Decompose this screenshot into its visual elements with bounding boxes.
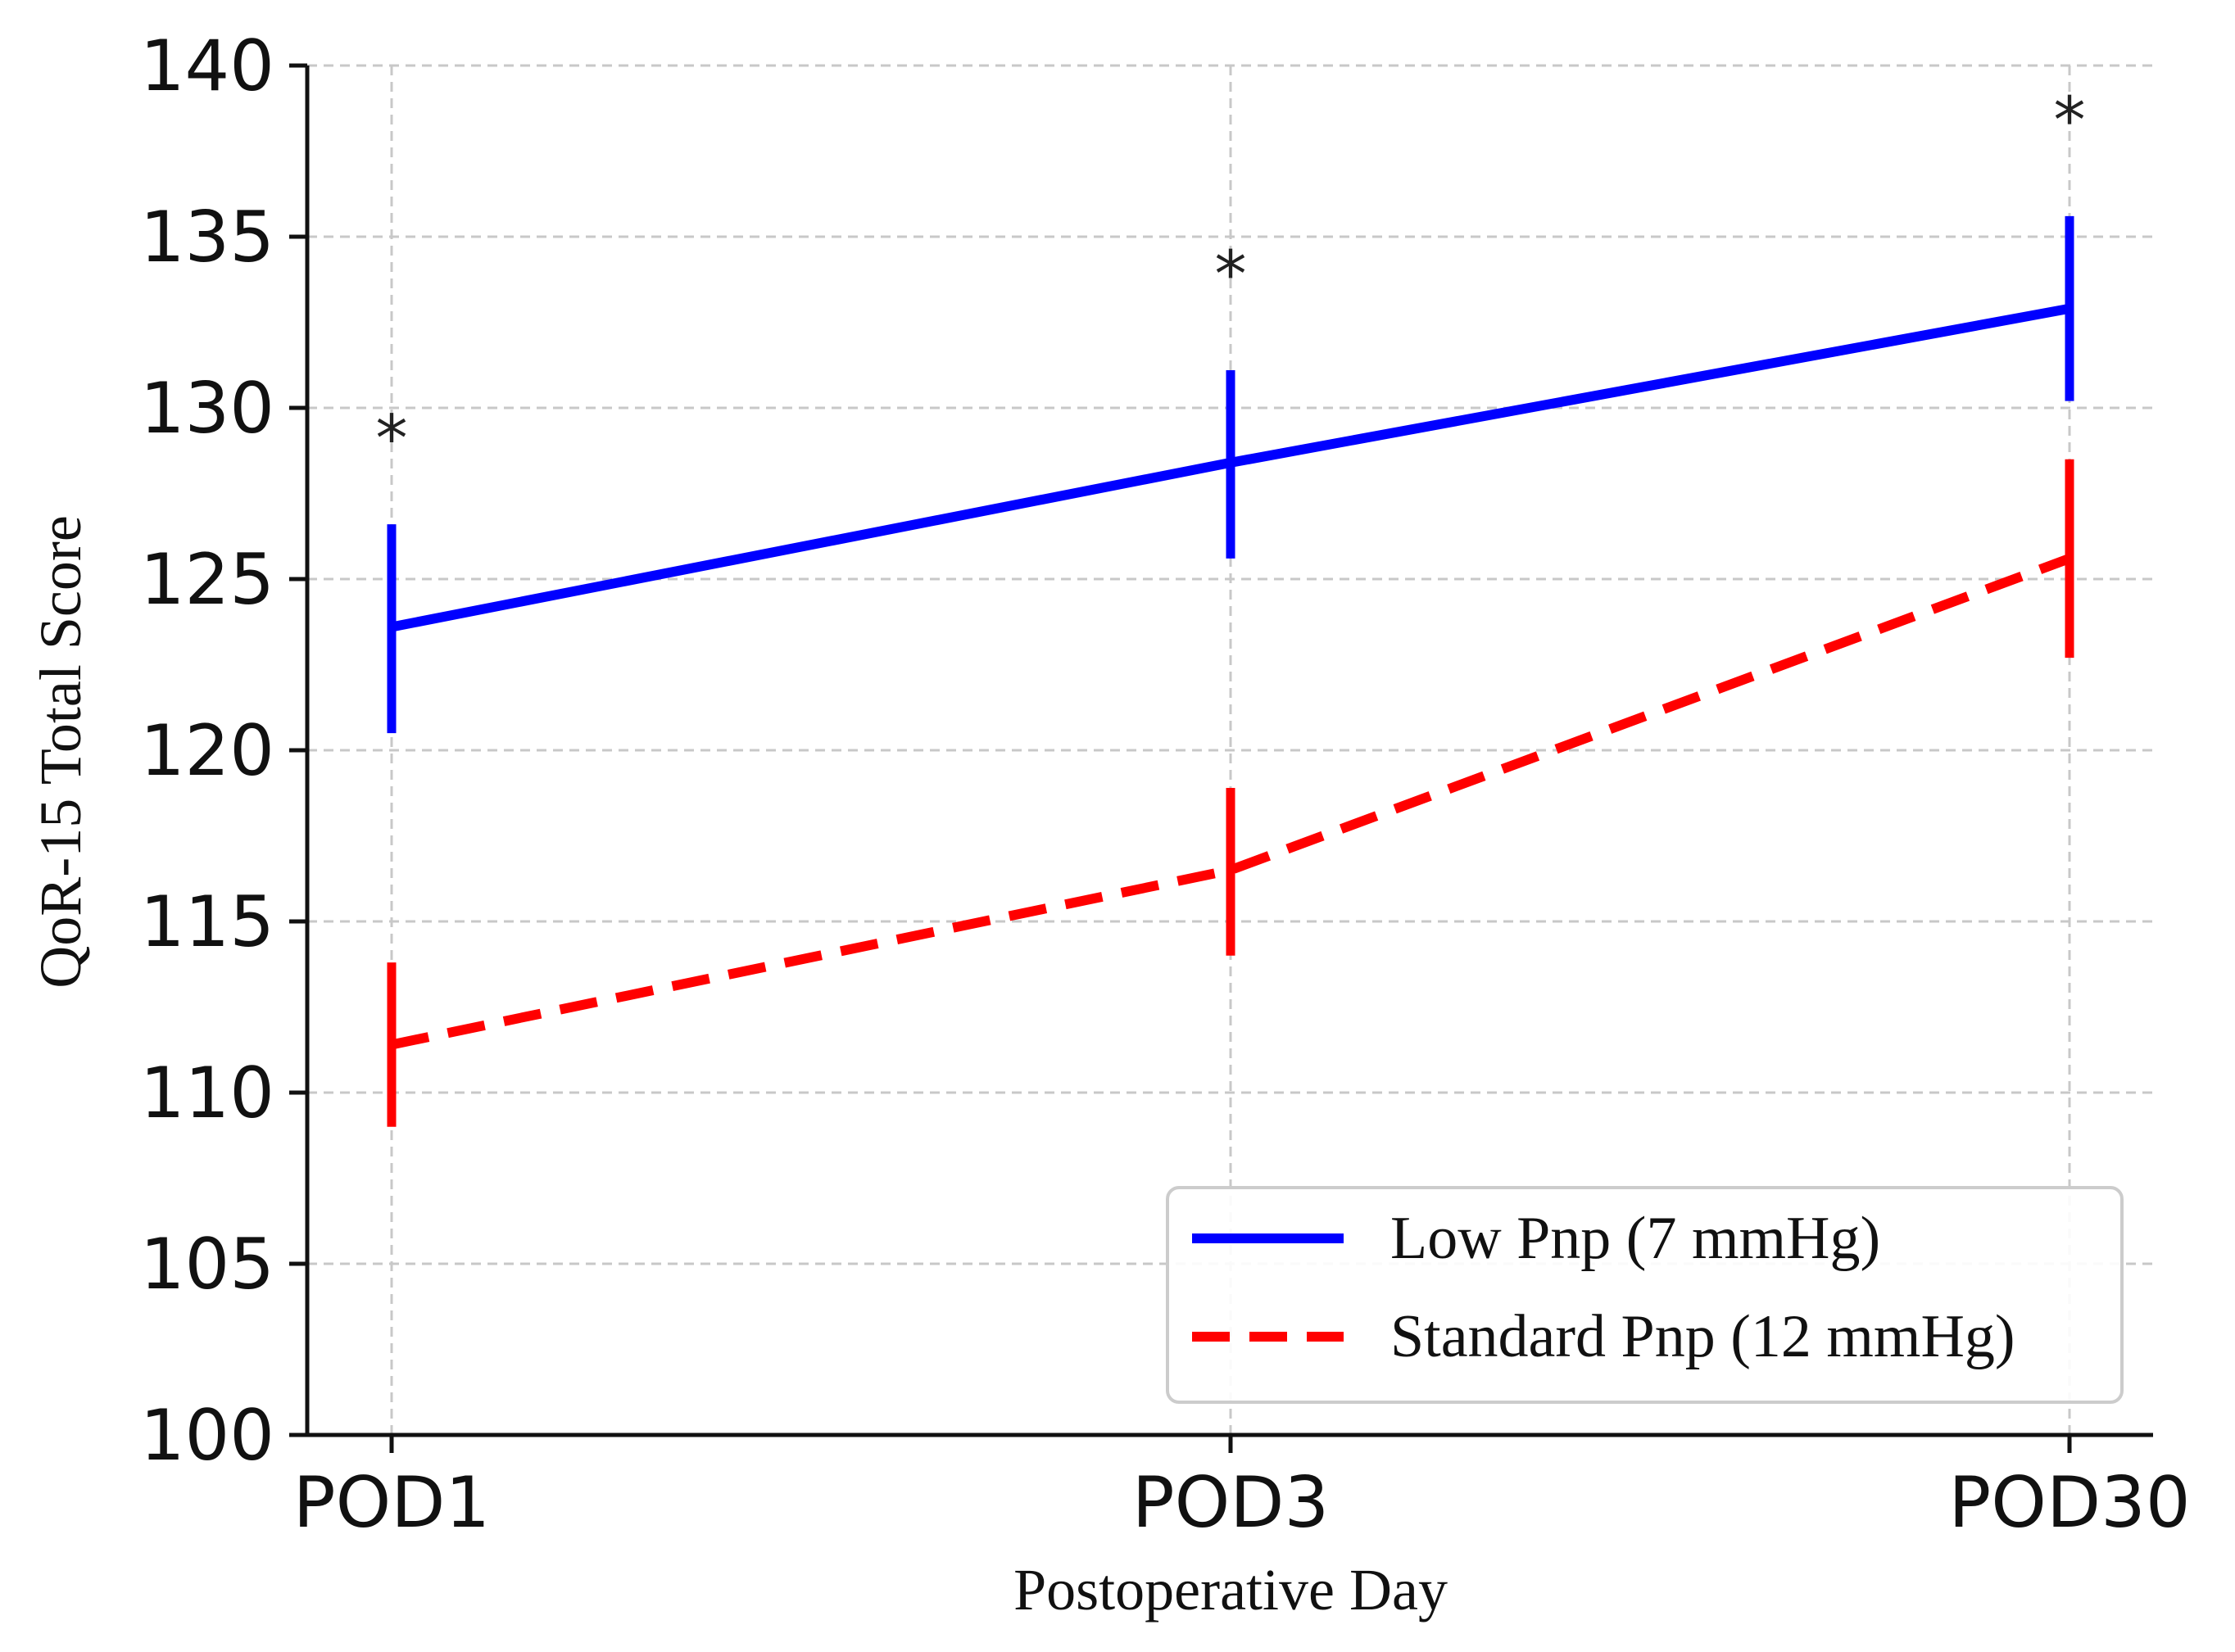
y-tick-label: 135 [140, 197, 274, 278]
legend-label: Low Pnp (7 mmHg) [1390, 1205, 1880, 1272]
y-axis-ticks: 100 105 110 115 120 125 130 135 140 [140, 25, 307, 1477]
x-tick-label: POD30 [1948, 1462, 2190, 1544]
legend-label: Standard Pnp (12 mmHg) [1390, 1303, 2015, 1370]
legend: Low Pnp (7 mmHg) Standard Pnp (12 mmHg) [1166, 1186, 2124, 1404]
x-tick-label: POD3 [1132, 1462, 1330, 1544]
significance-asterisk: * [376, 403, 408, 477]
y-tick-label: 105 [140, 1224, 274, 1306]
y-tick-label: 140 [140, 25, 274, 107]
series-line [390, 554, 2072, 1050]
y-tick-label: 115 [140, 881, 274, 963]
y-tick-label: 100 [140, 1395, 274, 1477]
significance-asterisk: * [2054, 84, 2086, 158]
y-tick-label: 125 [140, 539, 274, 621]
series-standard-pnp [387, 459, 2074, 1127]
y-tick-label: 120 [140, 710, 274, 792]
x-axis-title: Postoperative Day [1013, 1557, 1448, 1623]
annotation-layer: * * * [376, 84, 2086, 477]
legend-box [1166, 1186, 2124, 1404]
series-layer [387, 215, 2074, 1127]
y-tick-label: 110 [140, 1052, 274, 1134]
x-axis-ticks: POD1 POD3 POD30 [293, 1435, 2191, 1544]
x-tick-label: POD1 [293, 1462, 491, 1544]
y-tick-label: 130 [140, 368, 274, 450]
series-low-pnp [387, 215, 2074, 734]
y-axis-title: QoR-15 Total Score [28, 515, 93, 989]
significance-asterisk: * [1215, 238, 1247, 312]
